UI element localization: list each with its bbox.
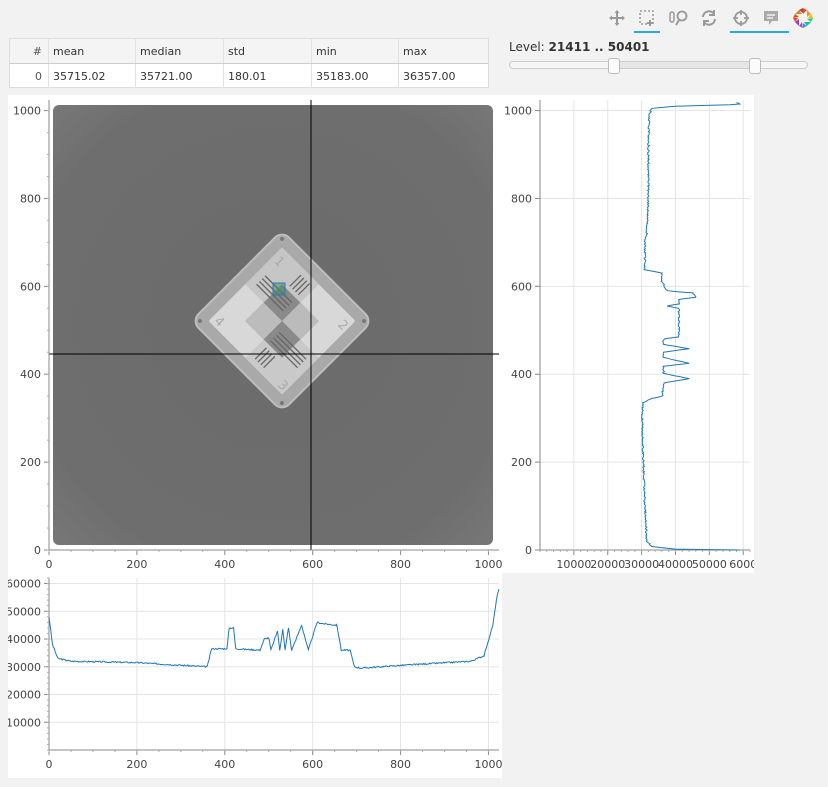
v-y-tick-label: 1000 [504,105,532,118]
h-y-tick-label: 40000 [8,633,41,646]
h-x-tick-label: 800 [390,758,411,771]
level-range-value: 21411 .. 50401 [548,40,650,54]
horizontal-profile-grid [48,578,499,750]
stats-table: # mean median std min max 0 35715.02 357… [9,38,489,88]
toolbar [602,3,818,33]
x-tick-label: 800 [390,558,411,571]
bokeh-logo-icon [793,8,813,28]
header-index[interactable]: # [10,39,49,63]
y-tick-label: 800 [20,192,41,205]
h-y-tick-label: 50000 [8,605,41,618]
cell-mean: 35715.02 [49,64,136,88]
v-x-tick-label: 50000 [692,558,727,571]
box-select-tool[interactable] [632,3,662,33]
level-slider-handle-low[interactable] [608,58,620,74]
header-std[interactable]: std [224,39,312,63]
hover-tool[interactable] [756,3,786,33]
vertical-profile-panel: 10000 20000 30000 40000 50000 6000 0 200 400 600 8… [502,95,757,573]
cell-index: 0 [10,64,49,88]
vertical-profile-grid [540,100,750,551]
pan-tool[interactable] [602,3,632,33]
cell-max: 36357.00 [403,69,456,83]
cell-median: 35721.00 [136,64,224,88]
crosshair-icon [733,10,749,26]
h-y-tick-label: 10000 [8,716,41,729]
stats-header-row: # mean median std min max [10,39,488,64]
level-title: Level: 21411 .. 50401 [509,40,650,54]
y-tick-label: 200 [20,456,41,469]
horizontal-profile-line [48,588,500,670]
vertical-profile-line [640,102,742,551]
v-x-tick-label: 40000 [658,558,693,571]
wheel-zoom-tool[interactable] [664,3,694,33]
horizontal-profile-chart[interactable]: 0 200 400 600 800 1000 10000 20000 30000 40000 500… [6,573,502,778]
x-tick-label: 600 [302,558,323,571]
header-mean[interactable]: mean [49,39,136,63]
h-y-tick-label: 60000 [8,578,41,591]
image-plot-panel: 1 2 3 4 0 200 400 600 800 1000 0 200 400 600 800 1… [8,95,502,573]
wheel-zoom-icon [669,10,688,26]
y-tick-label: 0 [34,544,41,557]
box-select-icon [639,10,654,26]
active-tools-underline [730,31,789,33]
v-x-tick-label: 30000 [624,558,659,571]
v-y-tick-label: 800 [511,192,532,205]
test-target: 1 2 3 4 [194,233,370,409]
v-x-tick-label: 20000 [590,558,625,571]
h-x-tick-label: 0 [46,758,53,771]
x-tick-label: 0 [46,558,53,571]
crosshair-tool[interactable] [726,3,756,33]
v-x-tick-label: 10000 [556,558,591,571]
x-tick-label: 1000 [474,558,502,571]
image-plot[interactable]: 1 2 3 4 0 200 400 600 800 1000 0 200 400 600 800 1… [8,95,502,573]
y-axis-ticks: 0 200 400 600 800 1000 [13,105,49,557]
h-x-tick-label: 1000 [474,758,502,771]
header-max[interactable]: max [403,44,427,58]
x-tick-label: 400 [214,558,235,571]
table-row[interactable]: 0 35715.02 35721.00 180.01 35183.00 3635… [10,64,488,88]
level-label: Level: [509,40,545,54]
h-y-tick-label: 30000 [8,661,41,674]
y-tick-label: 400 [20,368,41,381]
v-y-tick-label: 0 [525,544,532,557]
v-y-tick-label: 400 [511,368,532,381]
v-y-tick-label: 600 [511,280,532,293]
cell-min: 35183.00 [312,64,399,88]
y-tick-label: 600 [20,280,41,293]
cell-std: 180.01 [224,64,312,88]
y-tick-label: 1000 [13,105,41,118]
level-slider-handle-high[interactable] [749,58,761,74]
x-tick-label: 200 [126,558,147,571]
reset-tool[interactable] [694,3,724,33]
horizontal-profile-panel: 0 200 400 600 800 1000 10000 20000 30000 40000 500… [6,573,502,778]
hprofile-ticks: 0 200 400 600 800 1000 10000 20000 30000 40000 500… [6,577,502,771]
header-median[interactable]: median [136,39,224,63]
h-x-tick-label: 400 [214,758,235,771]
pan-icon [609,10,625,26]
h-x-tick-label: 600 [302,758,323,771]
v-x-tick-label: 6000 [729,558,754,571]
hover-icon [764,11,778,25]
x-axis-ticks: 0 200 400 600 800 1000 [46,550,502,571]
h-y-tick-label: 20000 [8,689,41,702]
header-min[interactable]: min [312,39,399,63]
bokeh-logo[interactable] [788,3,818,33]
level-slider-range [614,62,755,68]
selection-box[interactable] [272,282,286,296]
reset-icon [702,10,716,26]
v-y-tick-label: 200 [511,456,532,469]
h-x-tick-label: 200 [126,758,147,771]
